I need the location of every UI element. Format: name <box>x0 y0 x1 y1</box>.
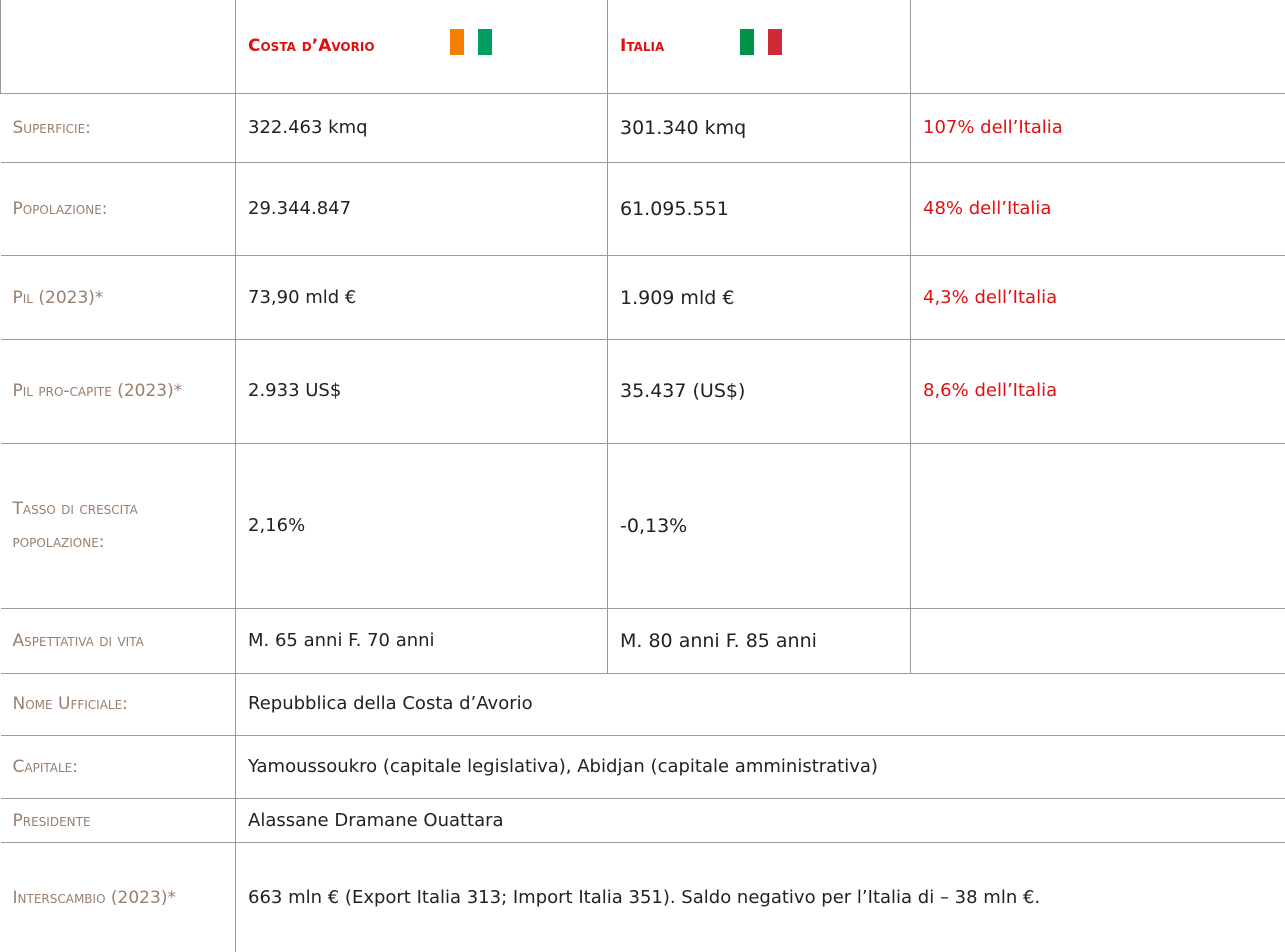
empty-cell <box>910 607 1285 675</box>
info-value: 663 mln € (Export Italia 313; Import Ita… <box>235 842 1285 952</box>
country-name: Italia <box>620 36 665 57</box>
flag-stripe <box>478 29 493 56</box>
data-row: Tasso di crescita popolazione: 2,16% -0,13… <box>0 442 1285 609</box>
empty-cell <box>0 0 236 94</box>
data-row: Pil pro-capite (2023)* 2.933 US$ 35.437 (U… <box>0 339 1285 444</box>
value-b: 1.909 mld € <box>607 255 911 341</box>
row-label: Superficie: <box>0 92 236 164</box>
flag-stripe <box>740 29 754 56</box>
flag-stripe <box>768 29 782 56</box>
value-a: 29.344.847 <box>235 162 608 257</box>
country-name: Costa d’Avorio <box>248 36 375 57</box>
info-row: Interscambio (2023)* 663 mln € (Export It… <box>0 842 1285 952</box>
info-value: Repubblica della Costa d’Avorio <box>235 673 1285 736</box>
flag-stripe <box>450 29 465 56</box>
ratio: 107% dell’Italia <box>910 92 1285 164</box>
row-label: Aspettativa di vita <box>0 607 236 675</box>
ratio: 4,3% dell’Italia <box>910 255 1285 341</box>
header-row: Costa d’Avorio Italia <box>0 0 1285 94</box>
info-value: Yamoussoukro (capitale legislativa), Abi… <box>235 734 1285 800</box>
empty-cell <box>910 0 1285 94</box>
value-b: 301.340 kmq <box>607 92 911 164</box>
info-value: Alassane Dramane Ouattara <box>235 798 1285 844</box>
value-b: M. 80 anni F. 85 anni <box>607 607 911 675</box>
empty-cell <box>910 442 1285 609</box>
row-label: Tasso di crescita popolazione: <box>0 442 236 609</box>
value-b: 61.095.551 <box>607 162 911 257</box>
row-label: Nome Ufficiale: <box>0 673 236 736</box>
flag-stripe <box>464 29 479 56</box>
data-row: Popolazione: 29.344.847 61.095.551 48% dell… <box>0 162 1285 257</box>
row-label: Popolazione: <box>0 162 236 257</box>
row-label: Pil pro-capite (2023)* <box>0 339 236 444</box>
value-a: M. 65 anni F. 70 anni <box>235 607 608 675</box>
data-row: Pil (2023)* 73,90 mld €1.909 mld €4,3% de… <box>0 255 1285 341</box>
row-label: Capitale: <box>0 734 236 800</box>
country-a-cell: Costa d’Avorio <box>235 0 608 94</box>
data-row: Aspettativa di vita M. 65 anni F. 70 anni… <box>0 607 1285 675</box>
row-label: Interscambio (2023)* <box>0 842 236 952</box>
value-a: 2.933 US$ <box>235 339 608 444</box>
value-a: 73,90 mld € <box>235 255 608 341</box>
value-a: 2,16% <box>235 442 608 609</box>
info-row: Capitale: Yamoussoukro (capitale legislat… <box>0 734 1285 800</box>
value-b: 35.437 (US$) <box>607 339 911 444</box>
flag-stripe <box>754 29 768 56</box>
value-b: -0,13% <box>607 442 911 609</box>
value-a: 322.463 kmq <box>235 92 608 164</box>
row-label: Presidente <box>0 798 236 844</box>
info-row: Nome Ufficiale: Repubblica della Costa d’… <box>0 673 1285 736</box>
data-row: Superficie: 322.463 kmq 301.340 kmq 107% de… <box>0 92 1285 164</box>
info-row: Presidente Alassane Dramane Ouattara <box>0 798 1285 844</box>
country-b-cell: Italia <box>607 0 911 94</box>
row-label: Pil (2023)* <box>0 255 236 341</box>
ratio: 8,6% dell’Italia <box>910 339 1285 444</box>
ratio: 48% dell’Italia <box>910 162 1285 257</box>
